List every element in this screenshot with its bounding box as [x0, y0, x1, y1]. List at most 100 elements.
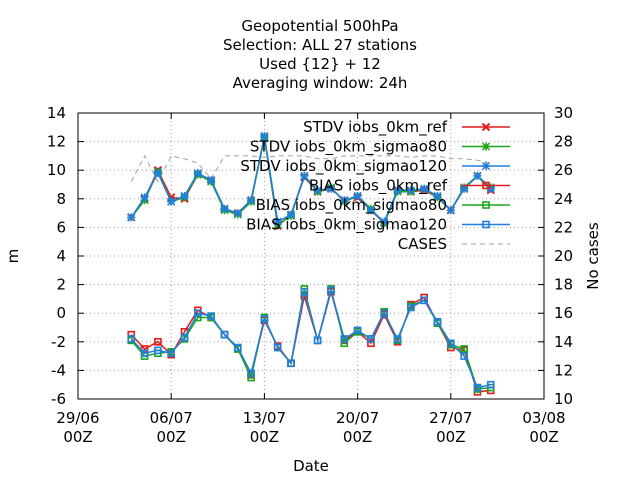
data-point-star — [366, 206, 375, 215]
y-tick-label: -6 — [51, 390, 66, 408]
x-tick-label: 27/07 — [429, 409, 472, 427]
x-tick-label-time: 00Z — [529, 428, 558, 446]
data-point-square — [180, 333, 189, 342]
series-line — [130, 288, 491, 390]
series-line — [130, 135, 492, 223]
y-tick-label: 6 — [56, 218, 66, 236]
y-tick-label: 2 — [56, 276, 66, 294]
data-point-square — [473, 383, 482, 392]
data-point-square — [287, 359, 295, 368]
data-point-square — [220, 330, 229, 339]
x-tick-label-time: 00Z — [250, 428, 279, 446]
data-point-star — [481, 142, 491, 151]
series-stdv-sigmao120 — [127, 131, 495, 226]
axis-ticks: -6-4-20246810121410121416182022242628302… — [47, 104, 573, 446]
x-tick-label: 29/06 — [56, 409, 99, 427]
y-tick-label: 4 — [56, 247, 66, 265]
x-tick-label: 20/07 — [336, 409, 379, 427]
chart-title-line: Averaging window: 24h — [233, 74, 408, 92]
data-point-star — [207, 176, 216, 185]
data-point-star — [127, 213, 136, 222]
grid-lines — [78, 113, 544, 399]
data-point-star — [140, 193, 149, 202]
data-point-square — [313, 336, 322, 345]
data-point-square — [353, 326, 362, 335]
data-point-square — [340, 339, 349, 348]
data-point-square — [460, 352, 468, 360]
data-point-square — [127, 335, 136, 343]
data-point-square — [380, 309, 389, 318]
y2-tick-label: 24 — [554, 190, 573, 208]
data-point-square — [154, 346, 162, 355]
data-point-star — [193, 169, 202, 178]
y2-tick-label: 12 — [554, 361, 573, 379]
data-point-square — [327, 286, 335, 295]
data-point-square — [247, 369, 255, 378]
chart-title-line: Used {12} + 12 — [259, 55, 381, 73]
data-point-star — [486, 184, 495, 193]
data-point-star — [286, 210, 296, 219]
y-tick-label: 14 — [47, 104, 66, 122]
data-point-star — [233, 209, 242, 218]
legend-entry-label: STDV iobs_0km_sigmao120 — [240, 157, 447, 176]
data-point-star — [446, 206, 455, 215]
data-point-star — [180, 191, 189, 200]
legend-entry-label: BIAS iobs_0km_sigmao80 — [256, 196, 447, 215]
data-point-star — [260, 131, 269, 140]
y2-tick-label: 20 — [554, 247, 573, 265]
data-point-square — [420, 296, 428, 305]
x-tick-label-time: 00Z — [343, 428, 372, 446]
x-tick-label: 13/07 — [243, 409, 286, 427]
data-point-square — [207, 312, 215, 320]
legend-entry-label: BIAS iobs_0km_ref — [309, 177, 448, 196]
y2-tick-label: 30 — [554, 104, 573, 122]
data-point-square — [486, 380, 495, 389]
x-tick-label: 06/07 — [150, 409, 193, 427]
x-tick-label: 03/08 — [522, 409, 565, 427]
data-point-star — [153, 169, 162, 178]
legend-entry-label: STDV iobs_0km_sigmao80 — [250, 138, 447, 157]
chart-title-line: Selection: ALL 27 stations — [223, 36, 417, 54]
data-point-star — [326, 184, 336, 193]
data-point-square — [433, 317, 442, 326]
y-axis-label: m — [4, 249, 22, 264]
y2-tick-label: 22 — [554, 218, 573, 236]
y2-tick-label: 14 — [554, 333, 573, 351]
y-tick-label: 8 — [56, 190, 66, 208]
y-tick-label: 10 — [47, 161, 66, 179]
data-point-square — [260, 315, 269, 323]
data-point-square — [446, 339, 455, 348]
data-point-star — [473, 171, 482, 180]
data-point-square — [273, 343, 282, 352]
y-tick-label: 0 — [56, 304, 66, 322]
y-tick-label: -4 — [51, 361, 66, 379]
data-point-star — [380, 217, 389, 226]
data-point-square — [407, 303, 415, 312]
data-point-square — [154, 337, 162, 346]
data-point-square — [233, 343, 242, 352]
y2-tick-label: 10 — [554, 390, 573, 408]
data-point-square — [140, 349, 149, 358]
y2-tick-label: 18 — [554, 276, 573, 294]
y2-tick-label: 28 — [554, 133, 573, 151]
data-point-star — [220, 204, 229, 213]
x-tick-label-time: 00Z — [157, 428, 186, 446]
x-tick-label-time: 00Z — [63, 428, 92, 446]
data-point-square — [340, 335, 349, 343]
legend-entry-label: BIAS iobs_0km_sigmao120 — [246, 216, 447, 235]
x-axis-label: Date — [293, 457, 329, 475]
data-point-star — [313, 186, 322, 195]
data-point-star — [340, 196, 349, 205]
chart-title-line: Geopotential 500hPa — [241, 17, 398, 35]
data-point-star — [406, 186, 415, 195]
data-point-square — [194, 309, 202, 318]
legend-entry-label: STDV iobs_0km_ref — [303, 118, 448, 137]
data-point-square — [482, 220, 490, 229]
data-point-square — [167, 349, 175, 358]
data-point-star — [433, 191, 442, 200]
data-point-cross — [481, 122, 491, 132]
y-tick-label: 12 — [47, 133, 66, 151]
